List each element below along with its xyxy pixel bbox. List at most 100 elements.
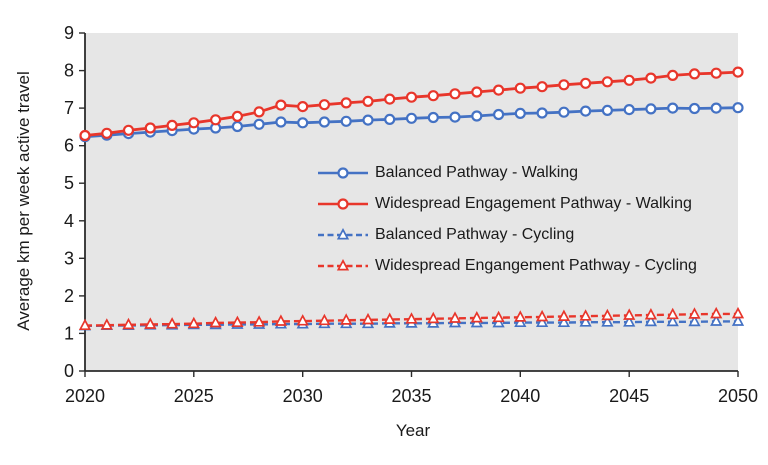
series-marker (710, 306, 723, 319)
series-marker (297, 100, 309, 113)
series-marker (252, 315, 266, 327)
series-marker (667, 69, 679, 82)
series-marker (144, 122, 156, 134)
y-tick-label: 4 (64, 211, 74, 231)
series-marker (427, 90, 439, 102)
series-marker (166, 119, 178, 132)
series-marker (297, 117, 309, 129)
series-marker (492, 310, 505, 323)
series-marker (536, 81, 548, 93)
series-marker (732, 102, 744, 114)
series-marker (427, 311, 440, 324)
series-marker (231, 315, 244, 328)
series-marker (710, 102, 722, 114)
series-marker (165, 317, 179, 329)
series-marker (601, 76, 614, 88)
series-marker (710, 67, 722, 79)
series-marker (340, 115, 352, 127)
series-marker (645, 103, 657, 115)
x-tick-label: 2045 (609, 386, 649, 406)
series-marker (318, 313, 331, 326)
series-marker (362, 114, 374, 126)
legend-item: Balanced Pathway - Cycling (317, 219, 697, 250)
y-tick-label: 1 (64, 323, 74, 343)
legend-swatch (318, 227, 368, 239)
series-marker (362, 95, 374, 108)
series-marker (318, 99, 330, 111)
legend-swatch (318, 258, 368, 270)
series-marker (579, 309, 592, 321)
series-marker (557, 315, 571, 328)
series-marker (253, 106, 265, 118)
series-marker (514, 315, 527, 328)
series-marker (688, 68, 701, 80)
series-marker (688, 314, 701, 327)
series-marker (579, 315, 592, 327)
series-marker (79, 129, 91, 142)
series-marker (384, 113, 396, 126)
series-marker (384, 93, 396, 105)
y-tick-label: 7 (64, 98, 74, 118)
legend-swatch (318, 197, 368, 210)
series-marker (144, 317, 157, 329)
legend-item: Widespread Engagement Pathway - Walking (317, 188, 697, 219)
series-marker (645, 72, 657, 84)
legend-label: Balanced Pathway - Walking (375, 163, 579, 181)
series-marker (623, 103, 635, 116)
series-marker (188, 117, 200, 129)
series-marker (274, 314, 288, 326)
series-marker (536, 107, 548, 119)
x-tick-label: 2035 (391, 386, 431, 406)
series-marker (667, 102, 679, 114)
legend-item: Balanced Pathway - Walking (317, 157, 697, 188)
series-marker (710, 314, 723, 326)
series-marker (514, 107, 526, 120)
y-tick-label: 6 (64, 136, 74, 156)
series-marker (427, 111, 439, 124)
legend-triangle-marker-icon (336, 227, 350, 239)
x-axis-title: Year (395, 421, 431, 440)
series-marker (558, 79, 570, 91)
y-tick-label: 2 (64, 286, 74, 306)
y-tick-label: 9 (64, 23, 74, 43)
legend-circle-marker-icon (337, 197, 349, 210)
series-marker (623, 315, 636, 327)
series-marker (601, 315, 614, 327)
series-marker (100, 318, 113, 330)
series-marker (601, 104, 614, 117)
series-marker (731, 306, 745, 319)
series-marker (253, 118, 265, 130)
series-marker (644, 314, 658, 327)
series-marker (688, 307, 701, 319)
series-marker (122, 317, 135, 330)
series-marker (623, 74, 635, 86)
chart-legend: Balanced Pathway - Walking Widespread Eng… (317, 157, 697, 281)
series-marker (340, 313, 353, 325)
series-marker (231, 110, 243, 123)
series-marker (318, 116, 330, 128)
series-marker (535, 309, 549, 322)
series-marker (187, 316, 200, 329)
series-marker (493, 108, 505, 121)
series-marker (514, 82, 526, 94)
series-marker (471, 110, 483, 122)
series-marker (470, 310, 483, 323)
series-marker (122, 124, 135, 136)
series-marker (579, 77, 592, 89)
series-marker (449, 88, 461, 100)
y-tick-label: 0 (64, 361, 74, 381)
series-marker (405, 91, 418, 103)
series-marker (514, 310, 527, 322)
x-tick-label: 2025 (174, 386, 214, 406)
series-marker (644, 307, 658, 320)
series-marker (471, 86, 483, 98)
series-marker (405, 312, 418, 324)
y-tick-label: 3 (64, 248, 74, 268)
series-marker (731, 314, 745, 326)
series-marker (449, 111, 461, 123)
series-marker (579, 105, 592, 117)
series-marker (361, 312, 375, 325)
y-tick-label: 8 (64, 61, 74, 81)
